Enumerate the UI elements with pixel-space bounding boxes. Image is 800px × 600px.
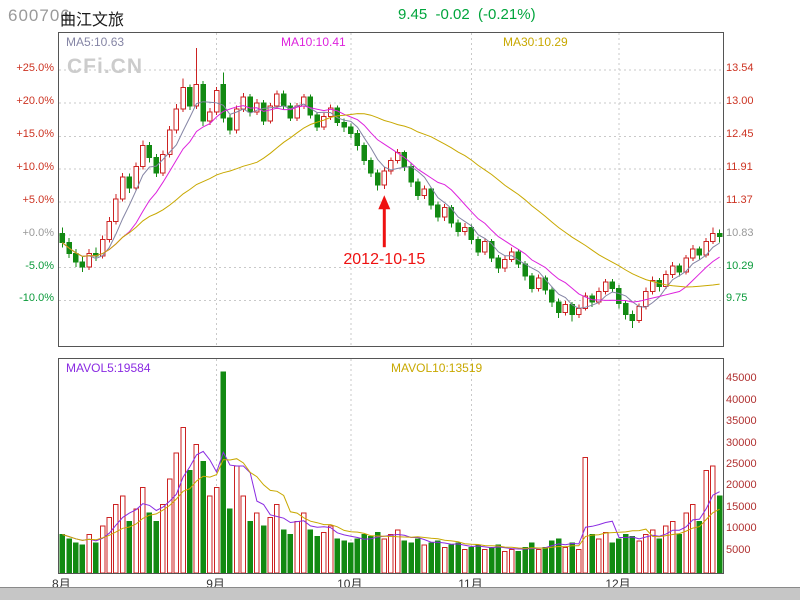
price-tick: 10.29 (726, 259, 754, 272)
volume-tick: 35000 (726, 415, 757, 428)
ma30-label: MA30:10.29 (503, 35, 568, 49)
price-tick: 11.91 (726, 161, 753, 174)
ma10-label: MA10:10.41 (281, 35, 346, 49)
percent-tick: +0.0% (22, 226, 55, 239)
volume-tick: 25000 (726, 458, 757, 470)
percent-tick: +15.0% (16, 128, 54, 141)
percent-tick: +20.0% (16, 94, 54, 107)
mavol5-label: MAVOL5:19584 (66, 361, 151, 375)
percent-tick: +25.0% (16, 62, 54, 75)
price-tick: 11.37 (726, 194, 753, 206)
volume-tick: 30000 (726, 436, 757, 449)
volume-tick: 10000 (726, 522, 757, 535)
volume-tick: 15000 (726, 500, 757, 513)
taskbar-strip (0, 587, 800, 600)
volume-chart[interactable] (59, 359, 723, 573)
volume-tick: 40000 (726, 393, 757, 406)
volume-tick: 45000 (726, 372, 757, 385)
price-tick: 13.00 (726, 94, 754, 107)
percent-tick: -10.0% (19, 292, 54, 305)
stock-name: 曲江文旅 (60, 12, 125, 29)
ma5-label: MA5:10.63 (66, 35, 125, 49)
price-chart-panel: MA5:10.63 MA10:10.41 MA30:10.29 CFi.CN 2… (58, 32, 724, 347)
price-tick: 13.54 (726, 62, 754, 75)
price-tick: 12.45 (726, 128, 754, 141)
volume-chart-panel: MAVOL5:19584 MAVOL10:13519 (58, 358, 724, 574)
price-tick: 9.75 (726, 292, 748, 305)
percent-tick: +10.0% (16, 161, 54, 174)
cfi-watermark: CFi.CN (67, 55, 143, 78)
candlestick-chart[interactable] (59, 33, 723, 346)
annotation-date: 2012-10-15 (343, 251, 426, 269)
stock-quote: 9.45 -0.02 (-0.21%) (398, 6, 536, 23)
volume-tick: 20000 (726, 479, 757, 492)
mavol10-label: MAVOL10:13519 (391, 361, 483, 375)
percent-tick: +5.0% (22, 194, 55, 206)
volume-tick: 5000 (726, 543, 751, 556)
stock-code: 600706 (8, 6, 71, 25)
percent-tick: -5.0% (25, 259, 54, 272)
price-tick: 10.83 (726, 226, 754, 239)
